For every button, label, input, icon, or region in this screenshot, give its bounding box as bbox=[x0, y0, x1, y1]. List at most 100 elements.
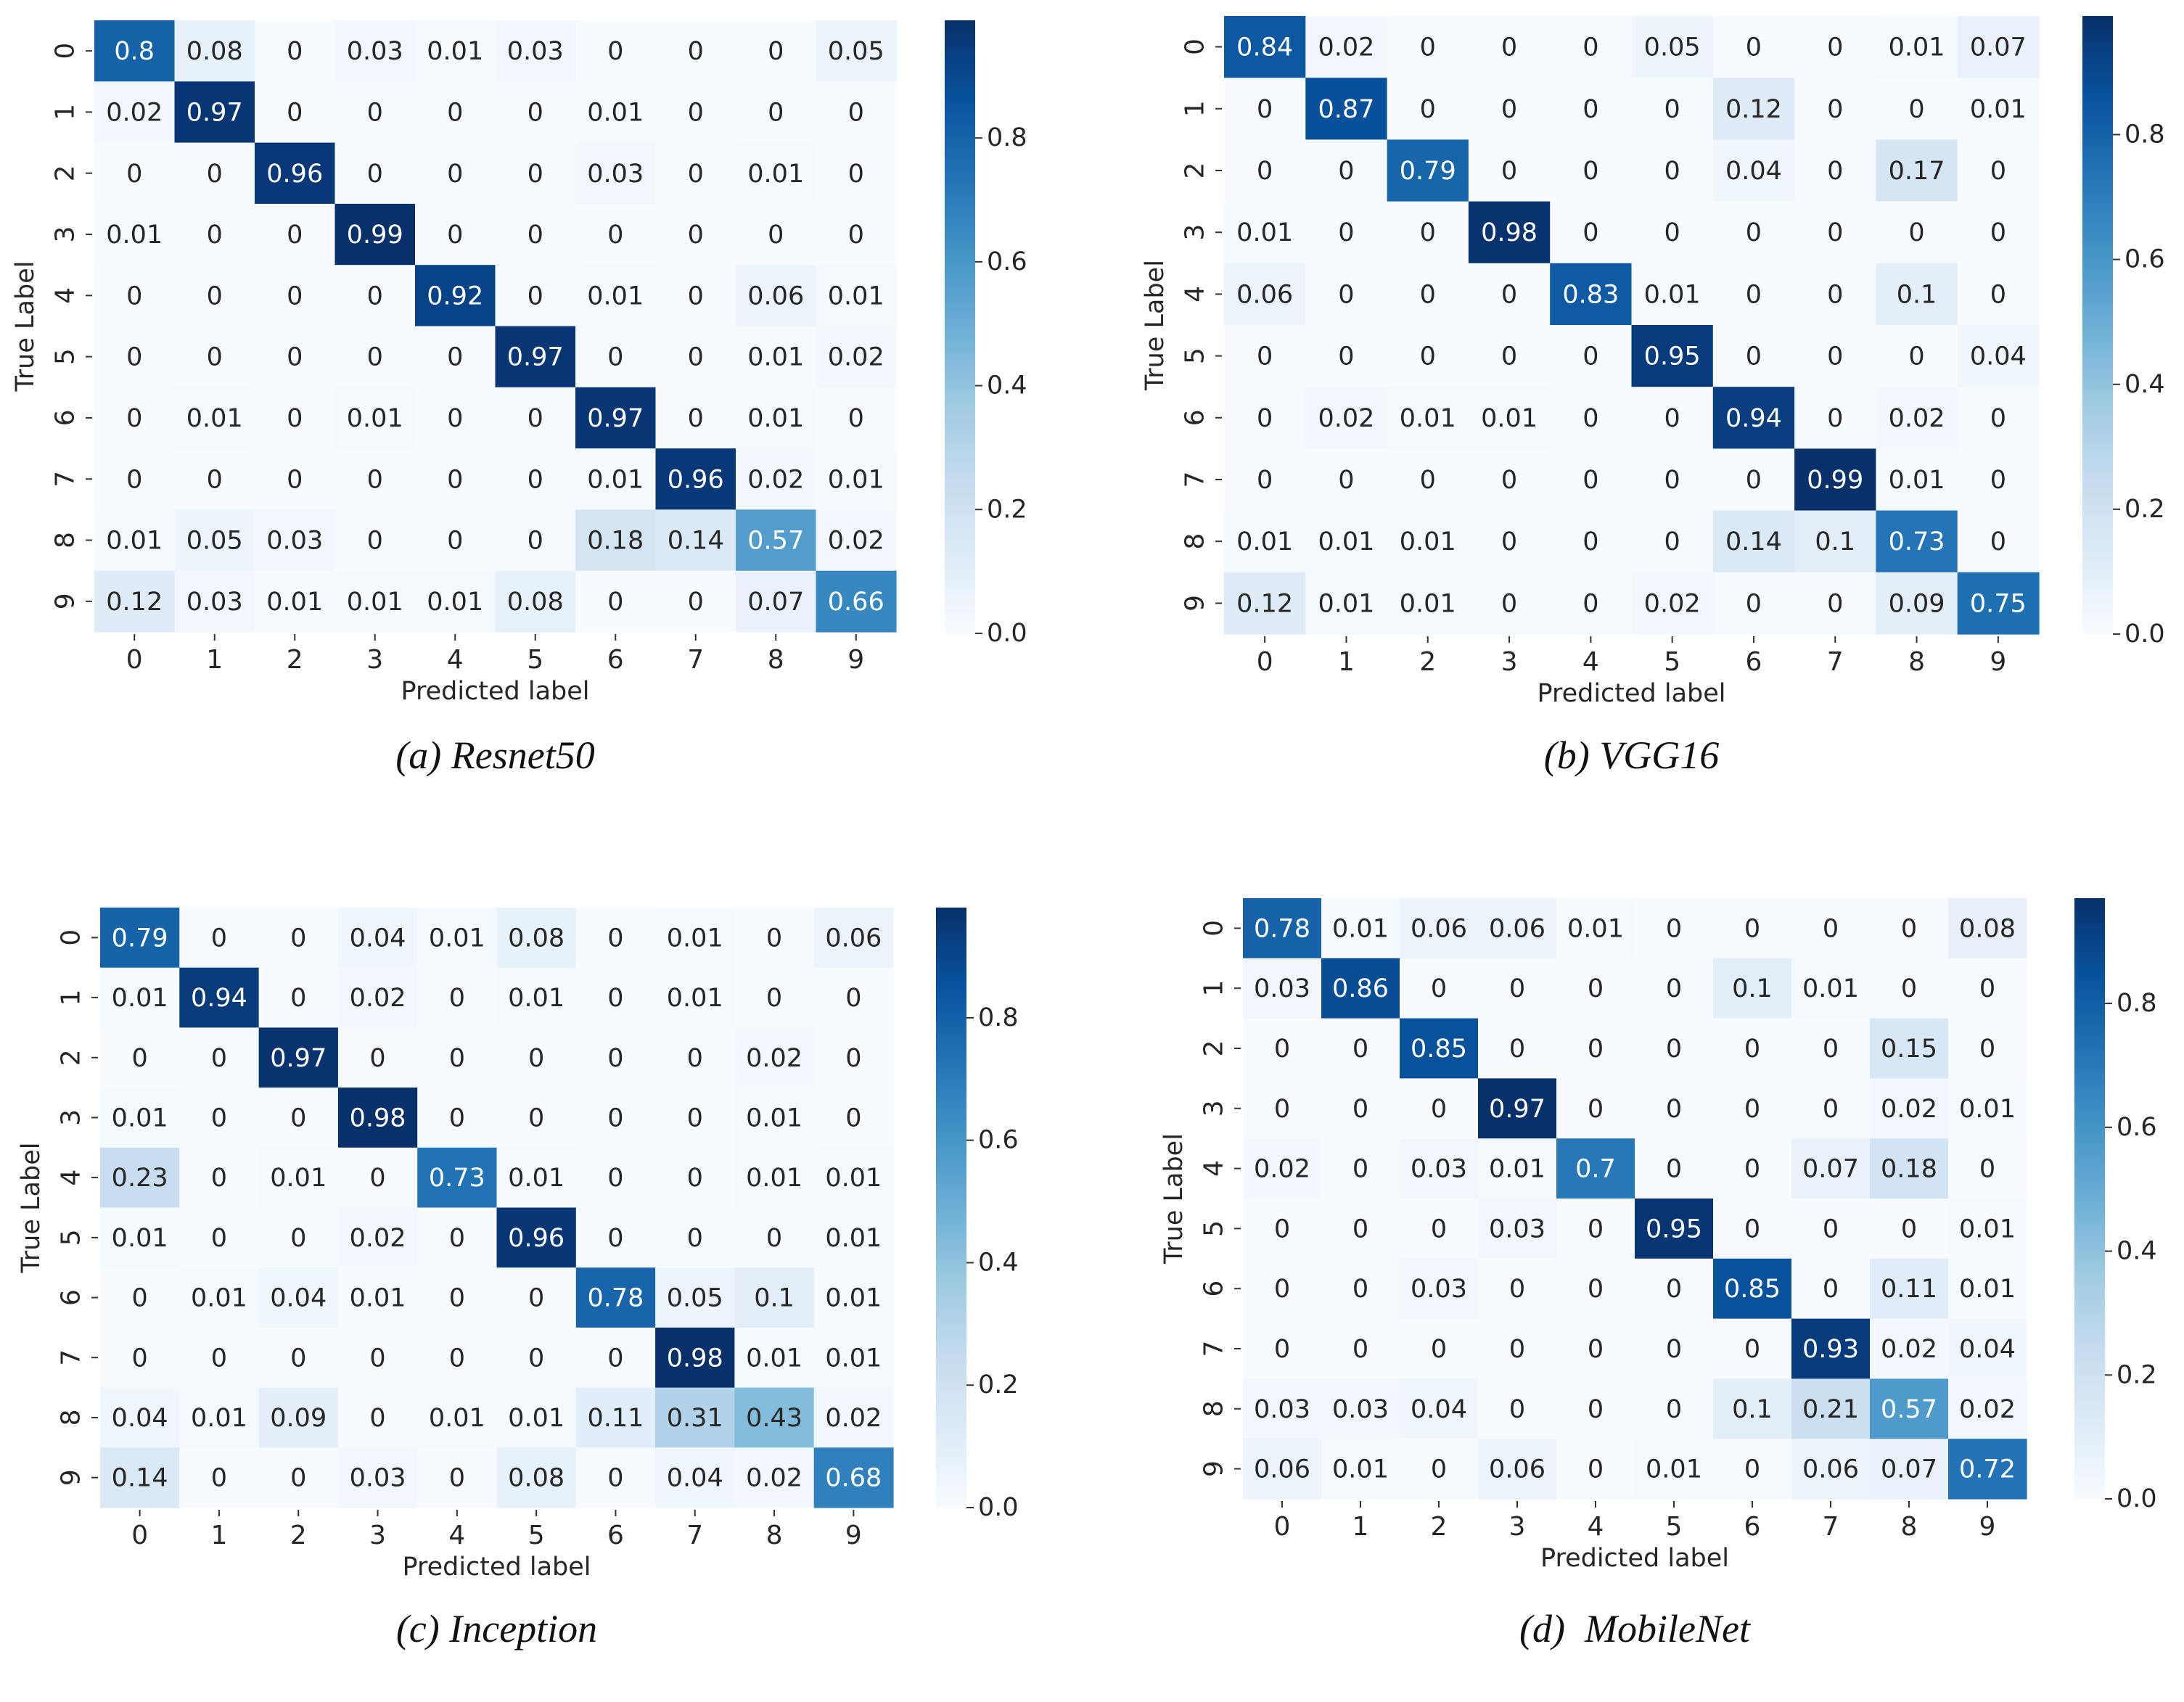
cell-value-label: 0 bbox=[1666, 1035, 1682, 1064]
cell-value-label: 0.02 bbox=[350, 984, 406, 1013]
heatmap-cell bbox=[734, 1207, 815, 1268]
cell-value-label: 0.01 bbox=[1236, 218, 1293, 247]
heatmap-cell bbox=[496, 1207, 577, 1268]
heatmap-cell bbox=[255, 81, 336, 144]
heatmap-cell bbox=[496, 908, 577, 969]
cell-value-label: 0 bbox=[688, 404, 704, 433]
cell-value-label: 0.85 bbox=[1724, 1275, 1781, 1304]
cell-value-label: 0 bbox=[447, 343, 463, 372]
heatmap-cell bbox=[337, 1207, 418, 1268]
cell-value-label: 0 bbox=[1827, 280, 1843, 309]
cell-value-label: 0 bbox=[688, 588, 704, 617]
heatmap-cell bbox=[496, 1327, 577, 1389]
cell-value-label: 0 bbox=[1979, 974, 1995, 1003]
cell-value-label: 0 bbox=[1901, 1214, 1917, 1243]
cell-value-label: 0 bbox=[1501, 95, 1517, 124]
cell-value-label: 0 bbox=[528, 1044, 544, 1073]
heatmap-cell bbox=[495, 81, 576, 144]
heatmap-cell bbox=[100, 1207, 180, 1268]
cell-value-label: 0.06 bbox=[1411, 914, 1467, 943]
heatmap-cell bbox=[1794, 263, 1876, 326]
heatmap-cell bbox=[1550, 325, 1633, 387]
heatmap-cell bbox=[736, 326, 817, 388]
heatmap-cell bbox=[1224, 448, 1306, 511]
heatmap-cell bbox=[1305, 510, 1388, 573]
cell-value-label: 0 bbox=[1823, 1275, 1839, 1304]
heatmap-cell bbox=[655, 203, 736, 266]
cell-value-label: 0 bbox=[290, 1464, 306, 1493]
heatmap-cell bbox=[736, 265, 817, 327]
heatmap-cell bbox=[655, 570, 736, 633]
cell-value-label: 0 bbox=[1979, 1035, 1995, 1064]
heatmap-cell bbox=[1713, 1078, 1792, 1139]
cell-value-label: 0.12 bbox=[1236, 589, 1293, 618]
cell-value-label: 0.08 bbox=[186, 37, 243, 66]
cell-value-label: 0.01 bbox=[106, 527, 163, 556]
cell-value-label: 0.68 bbox=[825, 1464, 882, 1493]
heatmap-cell bbox=[417, 1147, 498, 1209]
heatmap-cell bbox=[100, 908, 180, 969]
heatmap-cell bbox=[655, 1267, 735, 1328]
cell-value-label: 0 bbox=[688, 221, 704, 250]
heatmap-cell bbox=[495, 20, 576, 82]
y-tick-label: 4 bbox=[1181, 286, 1210, 303]
cell-value-label: 0 bbox=[211, 1344, 227, 1373]
heatmap-cell bbox=[1321, 1078, 1400, 1139]
cell-value-label: 0.86 bbox=[1332, 974, 1389, 1003]
heatmap-cell bbox=[258, 967, 339, 1028]
heatmap-cell bbox=[575, 967, 656, 1028]
heatmap-cell bbox=[816, 203, 897, 266]
cell-value-label: 0.75 bbox=[1970, 589, 2027, 618]
figure-caption-1: (b) VGG16 bbox=[1543, 733, 1720, 777]
heatmap-cell bbox=[179, 908, 260, 969]
cell-value-label: 0.01 bbox=[1481, 404, 1538, 433]
x-tick-label: 6 bbox=[607, 1521, 624, 1550]
heatmap-cell bbox=[415, 326, 496, 388]
cell-value-label: 0.23 bbox=[112, 1164, 168, 1193]
cell-value-label: 0.01 bbox=[1567, 914, 1624, 943]
heatmap-cell bbox=[1556, 1318, 1635, 1379]
cell-value-label: 0 bbox=[1352, 1275, 1368, 1304]
cell-value-label: 0.03 bbox=[347, 37, 403, 66]
heatmap-cell bbox=[1556, 1138, 1635, 1199]
cell-value-label: 0.8 bbox=[114, 37, 155, 66]
heatmap-cell bbox=[1876, 510, 1958, 573]
heatmap-cell bbox=[736, 570, 817, 633]
heatmap-cell bbox=[258, 1387, 339, 1448]
heatmap-cell bbox=[1876, 16, 1958, 78]
heatmap-cell bbox=[337, 1088, 418, 1148]
cell-value-label: 0.02 bbox=[1959, 1395, 2016, 1424]
cell-value-label: 0 bbox=[1664, 95, 1680, 124]
heatmap-cell bbox=[1794, 448, 1876, 511]
cell-value-label: 0.02 bbox=[825, 1404, 882, 1433]
y-tick-label: 1 bbox=[57, 990, 86, 1006]
heatmap-cell bbox=[1957, 263, 2040, 326]
heatmap-cell bbox=[94, 326, 176, 388]
heatmap-cell bbox=[1478, 1199, 1557, 1259]
heatmap-cell bbox=[1556, 958, 1635, 1019]
heatmap-cell bbox=[1794, 387, 1876, 449]
colorbar-tick-label: 0.2 bbox=[2117, 1360, 2157, 1389]
cell-value-label: 0.03 bbox=[1332, 1395, 1389, 1424]
cell-value-label: 0 bbox=[1257, 404, 1273, 433]
cell-value-label: 0 bbox=[126, 281, 142, 311]
cell-value-label: 0.11 bbox=[1881, 1275, 1937, 1304]
x-axis-label: Predicted label bbox=[402, 1553, 591, 1582]
cell-value-label: 0.01 bbox=[347, 588, 403, 617]
colorbar-tick-label: 0.6 bbox=[2125, 245, 2165, 274]
cell-value-label: 0 bbox=[688, 343, 704, 372]
heatmap-cell bbox=[1478, 1138, 1557, 1199]
cell-value-label: 0.78 bbox=[1254, 914, 1310, 943]
cell-value-label: 0.02 bbox=[1881, 1335, 1937, 1364]
y-tick-label: 5 bbox=[1181, 348, 1210, 364]
heatmap-cell bbox=[575, 387, 657, 449]
cell-value-label: 0 bbox=[1352, 1095, 1368, 1124]
x-tick-label: 6 bbox=[1745, 647, 1762, 677]
heatmap-cell bbox=[495, 448, 576, 510]
heatmap-cell bbox=[1794, 139, 1876, 202]
heatmap-cell bbox=[255, 20, 336, 82]
heatmap-cell bbox=[179, 1387, 260, 1448]
heatmap-cell bbox=[174, 509, 255, 572]
cell-value-label: 0 bbox=[1582, 589, 1598, 618]
y-tick-label: 9 bbox=[51, 593, 81, 609]
